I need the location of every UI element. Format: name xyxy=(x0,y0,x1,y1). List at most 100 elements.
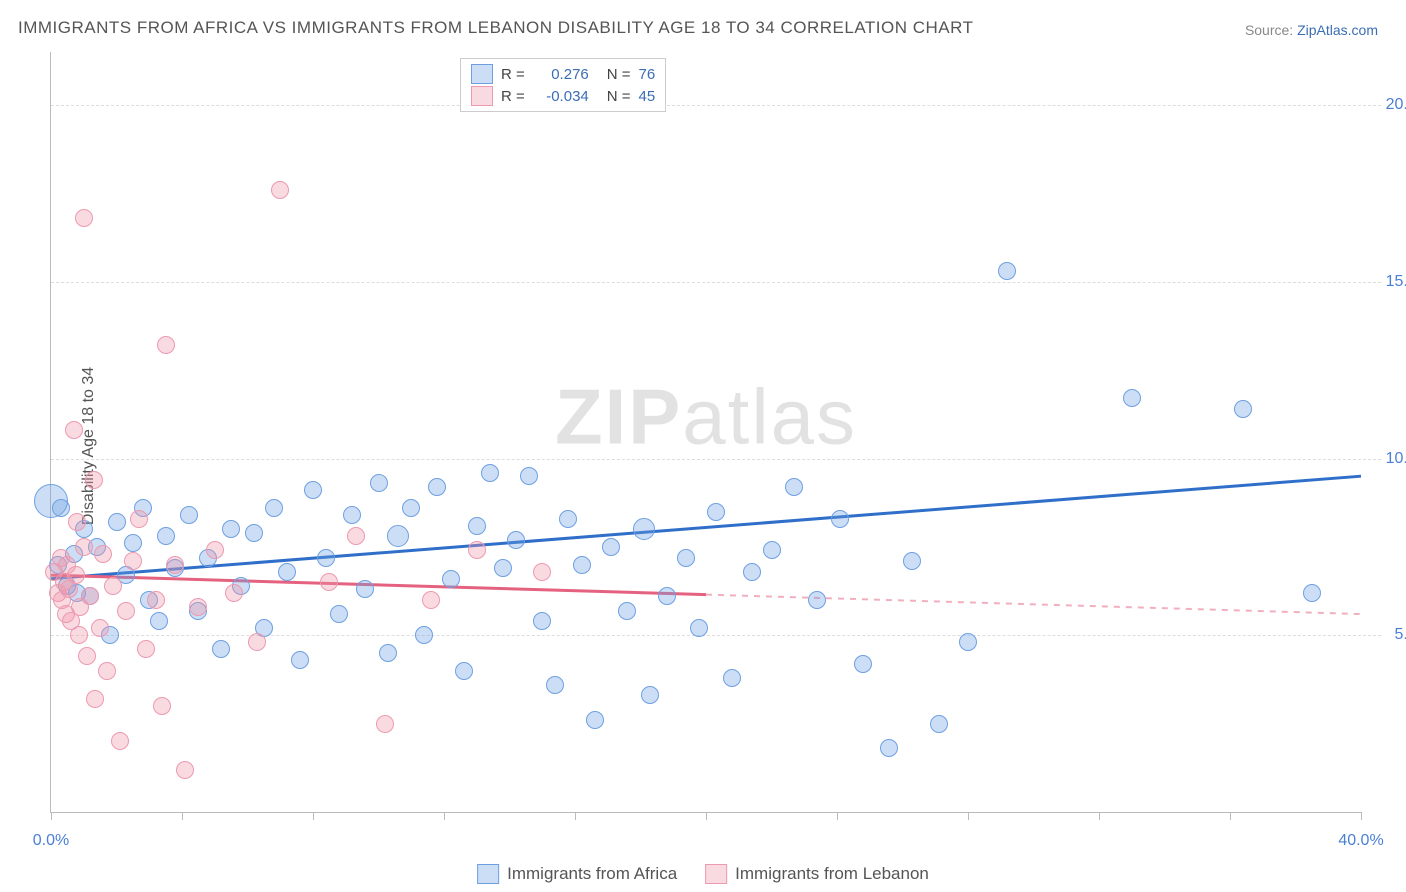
source-prefix: Source: xyxy=(1245,22,1297,38)
data-point xyxy=(104,577,122,595)
data-point xyxy=(533,612,551,630)
x-tick xyxy=(1361,812,1362,820)
data-point xyxy=(222,520,240,538)
data-point xyxy=(546,676,564,694)
data-point xyxy=(763,541,781,559)
data-point xyxy=(468,517,486,535)
data-point xyxy=(68,513,86,531)
data-point xyxy=(108,513,126,531)
data-point xyxy=(402,499,420,517)
data-point xyxy=(98,662,116,680)
x-tick xyxy=(444,812,445,820)
data-point xyxy=(124,552,142,570)
data-point xyxy=(67,566,85,584)
data-point xyxy=(124,534,142,552)
r-value: 0.276 xyxy=(533,66,589,83)
data-point xyxy=(690,619,708,637)
data-point xyxy=(370,474,388,492)
data-point xyxy=(633,518,655,540)
data-point xyxy=(150,612,168,630)
data-point xyxy=(245,524,263,542)
data-point xyxy=(320,573,338,591)
data-point xyxy=(785,478,803,496)
data-point xyxy=(212,640,230,658)
data-point xyxy=(81,587,99,605)
y-tick-label: 10.0% xyxy=(1386,450,1406,468)
data-point xyxy=(347,527,365,545)
data-point xyxy=(65,421,83,439)
data-point xyxy=(903,552,921,570)
legend-row: R = 0.276 N = 76 xyxy=(471,63,655,85)
legend-item: Immigrants from Africa xyxy=(477,864,677,884)
data-point xyxy=(153,697,171,715)
legend-label: Immigrants from Africa xyxy=(507,864,677,884)
data-point xyxy=(91,619,109,637)
x-tick xyxy=(313,812,314,820)
data-point xyxy=(808,591,826,609)
data-point xyxy=(137,640,155,658)
data-point xyxy=(70,626,88,644)
data-point xyxy=(356,580,374,598)
data-point xyxy=(176,761,194,779)
legend-swatch xyxy=(705,864,727,884)
data-point xyxy=(422,591,440,609)
x-tick xyxy=(837,812,838,820)
data-point xyxy=(75,538,93,556)
n-label: N = xyxy=(607,88,631,105)
x-tick xyxy=(575,812,576,820)
source-link[interactable]: ZipAtlas.com xyxy=(1297,22,1378,38)
x-tick-label: 0.0% xyxy=(33,832,69,850)
data-point xyxy=(189,598,207,616)
data-point xyxy=(494,559,512,577)
data-point xyxy=(1234,400,1252,418)
data-point xyxy=(507,531,525,549)
data-point xyxy=(387,525,409,547)
scatter-plot-area: ZIPatlas 5.0%10.0%15.0%20.0%0.0%40.0% xyxy=(50,52,1361,813)
data-point xyxy=(304,481,322,499)
data-point xyxy=(78,647,96,665)
correlation-legend: R = 0.276 N = 76 R =-0.034N =45 xyxy=(460,58,666,112)
legend-swatch xyxy=(477,864,499,884)
data-point xyxy=(707,503,725,521)
data-point xyxy=(641,686,659,704)
legend-swatch xyxy=(471,64,493,84)
data-point xyxy=(75,209,93,227)
source-attribution: Source: ZipAtlas.com xyxy=(1245,22,1378,38)
data-point xyxy=(248,633,266,651)
n-label: N = xyxy=(607,66,631,83)
legend-label: Immigrants from Lebanon xyxy=(735,864,929,884)
watermark-zip: ZIP xyxy=(555,372,682,460)
r-label: R = xyxy=(501,66,525,83)
data-point xyxy=(117,602,135,620)
data-point xyxy=(180,506,198,524)
x-tick xyxy=(1230,812,1231,820)
watermark-atlas: atlas xyxy=(682,372,857,460)
data-point xyxy=(520,467,538,485)
y-tick-label: 15.0% xyxy=(1386,273,1406,291)
data-point xyxy=(854,655,872,673)
data-point xyxy=(533,563,551,581)
data-point xyxy=(677,549,695,567)
data-point xyxy=(157,527,175,545)
data-point xyxy=(330,605,348,623)
data-point xyxy=(206,541,224,559)
data-point xyxy=(658,587,676,605)
x-tick xyxy=(1099,812,1100,820)
n-value: 76 xyxy=(639,66,656,83)
data-point xyxy=(468,541,486,559)
gridline xyxy=(51,282,1381,283)
data-point xyxy=(317,549,335,567)
data-point xyxy=(291,651,309,669)
data-point xyxy=(166,556,184,574)
legend-row: R =-0.034N =45 xyxy=(471,85,655,107)
y-tick-label: 20.0% xyxy=(1386,96,1406,114)
data-point xyxy=(157,336,175,354)
data-point xyxy=(618,602,636,620)
trend-line-extrapolated xyxy=(706,595,1361,614)
series-legend: Immigrants from Africa Immigrants from Le… xyxy=(477,864,929,884)
x-tick xyxy=(706,812,707,820)
y-tick-label: 5.0% xyxy=(1395,626,1406,644)
x-tick-label: 40.0% xyxy=(1338,832,1383,850)
data-point xyxy=(1303,584,1321,602)
data-point xyxy=(831,510,849,528)
